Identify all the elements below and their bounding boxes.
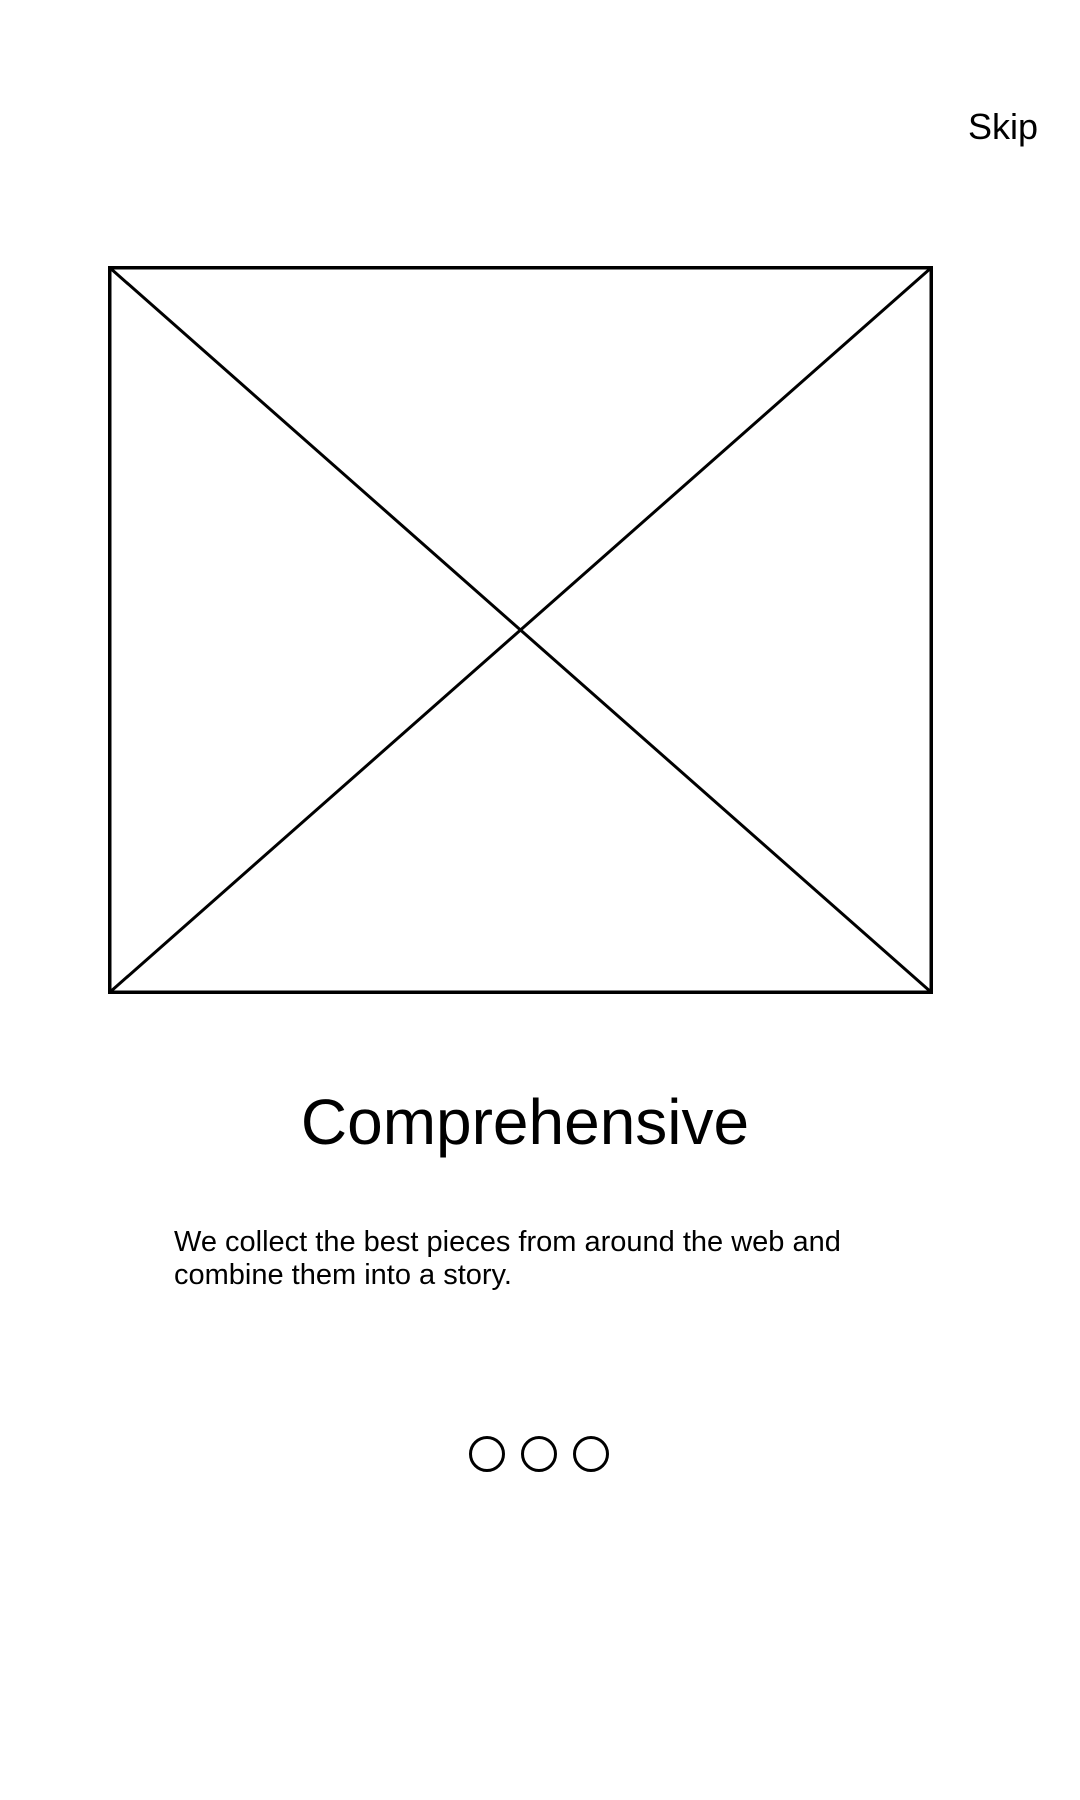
description-line: We collect the best pieces from around t… [174, 1226, 841, 1258]
onboarding-title: Comprehensive [300, 1086, 750, 1158]
hero-image-placeholder [108, 266, 933, 994]
page-dot-1[interactable] [469, 1436, 505, 1472]
onboarding-description: We collect the best pieces from around t… [174, 1226, 894, 1292]
skip-button[interactable]: Skip [968, 106, 1039, 147]
page-dot-2[interactable] [521, 1436, 557, 1472]
page-indicator [469, 1436, 609, 1472]
image-placeholder-icon [108, 266, 933, 994]
description-line: combine them into a story. [174, 1259, 512, 1291]
page-dot-3[interactable] [573, 1436, 609, 1472]
